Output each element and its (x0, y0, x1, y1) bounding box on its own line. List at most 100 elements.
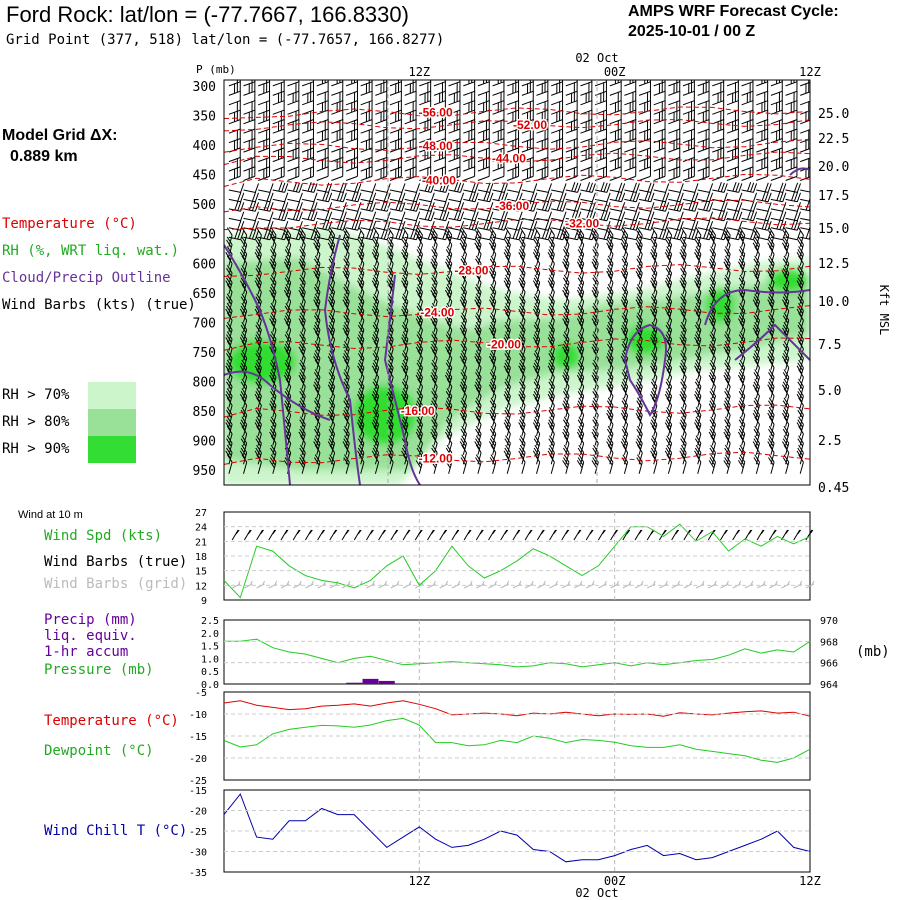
wind-barb (682, 137, 695, 153)
height-tick-0: 25.0 (818, 107, 849, 122)
wind-barb (269, 284, 277, 304)
wind-barb (756, 210, 772, 222)
wind-barb (653, 81, 666, 96)
wind-barb-10m (390, 529, 399, 541)
wind-barb (298, 312, 306, 333)
wind-barb (419, 100, 432, 115)
wind-barb-grid (244, 580, 253, 589)
wind-barb (345, 80, 358, 87)
wind-barb (360, 81, 373, 96)
height-tick-6: 10.0 (818, 295, 849, 310)
wind-barb (283, 255, 292, 276)
wind-barb (682, 183, 699, 193)
temperature-contour-label: -16.00 (401, 404, 435, 418)
wind-barb (415, 397, 423, 418)
temperature-contour-line (224, 305, 810, 319)
wind-barb (448, 90, 461, 106)
wind-barb (562, 454, 570, 474)
wind-barb (697, 211, 714, 222)
wind-barb (650, 331, 658, 351)
wind-barb (419, 147, 432, 163)
wind-barb (386, 388, 394, 408)
pressure-tick-950: 950 (193, 464, 216, 479)
wind-barb (770, 182, 787, 193)
wind-barb (767, 236, 775, 257)
wind-barb (433, 192, 450, 203)
wind-barb (682, 220, 699, 231)
wind-barb (591, 227, 599, 247)
wind-barb (254, 274, 262, 295)
wind-barb (474, 293, 482, 314)
wind-barb (609, 210, 626, 222)
wind-barb (404, 166, 417, 181)
wind-barb (503, 302, 511, 323)
wind-barb (638, 182, 655, 193)
wind-barb (547, 359, 555, 380)
wind-barb (243, 109, 256, 125)
wind-barb (532, 388, 541, 408)
wind-barb (781, 350, 790, 370)
wind-barb (562, 425, 570, 446)
wind-tick-12: 12 (195, 581, 207, 592)
legend-rh80-label: RH > 80% (2, 414, 70, 430)
wind-barb (796, 246, 804, 266)
wind-barb (492, 128, 505, 144)
wind-barb (653, 90, 666, 106)
wind-barb (576, 369, 585, 389)
wind-barb (624, 191, 640, 203)
wind-barb (679, 331, 687, 351)
wind-barb (375, 137, 388, 153)
wind-barb (580, 90, 593, 106)
wind-barb (389, 166, 402, 181)
wind-barb (712, 210, 728, 222)
wind-barb-10m (732, 529, 741, 541)
wind-barb (254, 246, 262, 266)
pressure-tick-966: 966 (820, 659, 838, 670)
wind-barb (313, 350, 321, 370)
wind-barb (796, 331, 804, 351)
wind-barb (653, 137, 666, 153)
windchill-ticks: -15 -20 -25 -30 -35 (189, 786, 810, 879)
pressure-tick-350: 350 (193, 109, 216, 124)
wind-barb (800, 229, 810, 240)
wind-barb (551, 109, 564, 125)
wind-barb-grid (646, 580, 656, 589)
wind-barb-grid (366, 580, 375, 589)
wind-barb (448, 182, 465, 193)
wind-barb (283, 284, 292, 304)
wind-barb (298, 340, 306, 361)
wind-barb (345, 100, 358, 115)
wind-barb (404, 211, 421, 222)
wind-barb-grid (231, 580, 241, 589)
wind-barb (459, 236, 467, 257)
wind-barb (576, 312, 585, 333)
wind-barb (726, 147, 739, 163)
wind-barb (609, 166, 622, 181)
wind-barb (444, 369, 453, 389)
wind-tick-24: 24 (195, 523, 207, 534)
wind-barb (580, 210, 596, 222)
wind-barb (375, 90, 388, 106)
wind-barb (726, 119, 739, 134)
wind-barb (576, 425, 585, 446)
wind-barb (298, 284, 306, 304)
wind-barb (532, 444, 541, 465)
wind-barb (474, 236, 482, 257)
wind-barb (695, 454, 702, 474)
wind-barb (492, 191, 508, 203)
wind-barb (272, 128, 285, 144)
wind-barb-grid (390, 580, 400, 589)
wind-barb (767, 293, 775, 314)
wind-barb (638, 128, 651, 144)
wind-barb (272, 90, 285, 106)
wind-barb (624, 219, 640, 231)
wind-barb (756, 191, 772, 203)
model-grid-label: Model Grid ΔX: (2, 127, 118, 144)
wind-barb (272, 80, 285, 87)
wind-barb (225, 246, 233, 266)
wind-barb (477, 210, 494, 222)
wind-barb (357, 331, 365, 351)
wind-barb (287, 147, 300, 163)
wind-barb (697, 200, 714, 212)
wind-barb (664, 359, 673, 380)
